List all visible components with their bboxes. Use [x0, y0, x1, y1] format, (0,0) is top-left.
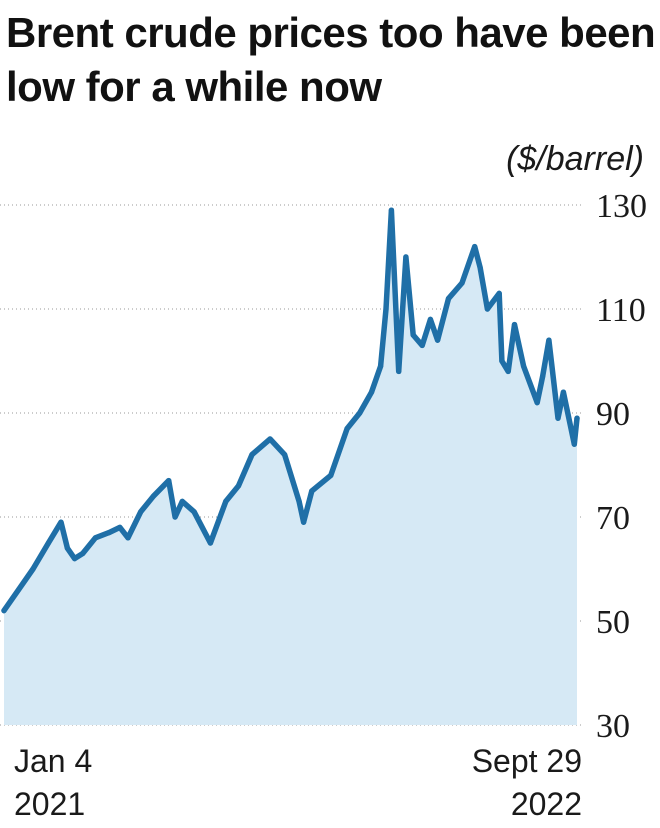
x-end-label-line1: Sept 29: [472, 743, 582, 779]
series-point: [459, 280, 465, 286]
series-point: [445, 296, 452, 302]
series-point: [72, 556, 78, 562]
series-point: [235, 483, 242, 489]
series-point: [191, 509, 197, 515]
series-point: [117, 524, 123, 531]
series-point: [484, 306, 490, 312]
series-point: [396, 368, 402, 374]
series-point: [388, 207, 394, 213]
x-end-label-line2: 2022: [511, 786, 582, 822]
series-point: [296, 498, 302, 504]
series-point: [419, 342, 425, 348]
series-point: [172, 514, 178, 520]
series-point: [368, 389, 375, 395]
series-point: [344, 426, 350, 432]
series-point: [15, 587, 22, 593]
series-point: [477, 264, 483, 270]
series-point: [505, 368, 511, 374]
series-point: [267, 436, 273, 442]
series-point: [309, 488, 315, 494]
series-point: [427, 316, 433, 322]
series-point: [249, 452, 255, 458]
series-point: [282, 452, 288, 458]
series-point: [496, 290, 502, 296]
y-tick-label: 50: [596, 604, 630, 641]
y-tick-label: 30: [596, 708, 630, 745]
series-point: [534, 400, 540, 406]
series-point: [58, 519, 64, 525]
series-point: [357, 410, 363, 416]
series-point: [378, 363, 384, 369]
series-point: [138, 509, 144, 515]
y-axis-unit-label: ($/barrel): [506, 140, 644, 178]
series-point: [571, 441, 577, 447]
series-point: [80, 550, 86, 557]
series-point: [410, 332, 416, 338]
series-point: [560, 389, 567, 395]
series-point: [403, 254, 409, 260]
series-point: [179, 498, 185, 504]
y-tick-label: 70: [596, 500, 630, 537]
series-point: [125, 535, 131, 541]
series-point: [472, 244, 478, 250]
series-point: [555, 415, 561, 421]
series-point: [207, 540, 213, 546]
y-axis-tick-labels: 130 110 90 70 50 30: [596, 188, 647, 745]
price-area-fill: [4, 210, 577, 725]
series-point: [301, 519, 307, 525]
series-point: [383, 306, 389, 312]
series-point: [574, 415, 580, 421]
series-point: [328, 472, 334, 478]
y-tick-label: 110: [596, 292, 646, 329]
series-point: [150, 493, 156, 499]
series-point: [106, 530, 112, 536]
series-point: [166, 478, 172, 484]
series-point: [499, 358, 505, 364]
series-point: [64, 545, 70, 551]
series-point: [540, 374, 546, 380]
series-point: [521, 363, 527, 369]
series-point: [45, 540, 52, 546]
series-point: [511, 322, 518, 328]
y-tick-label: 90: [596, 396, 630, 433]
x-start-label-line2: 2021: [14, 786, 85, 822]
series-point: [1, 608, 7, 614]
series-point: [30, 566, 36, 572]
x-start-label-line1: Jan 4: [14, 743, 92, 779]
series-points: [1, 207, 580, 614]
series-point: [435, 337, 441, 343]
series-point: [546, 337, 552, 343]
series-point: [223, 498, 229, 504]
series-point: [92, 535, 98, 541]
y-tick-label: 130: [596, 188, 647, 225]
chart-title: Brent crude prices too have been low for…: [6, 9, 656, 110]
